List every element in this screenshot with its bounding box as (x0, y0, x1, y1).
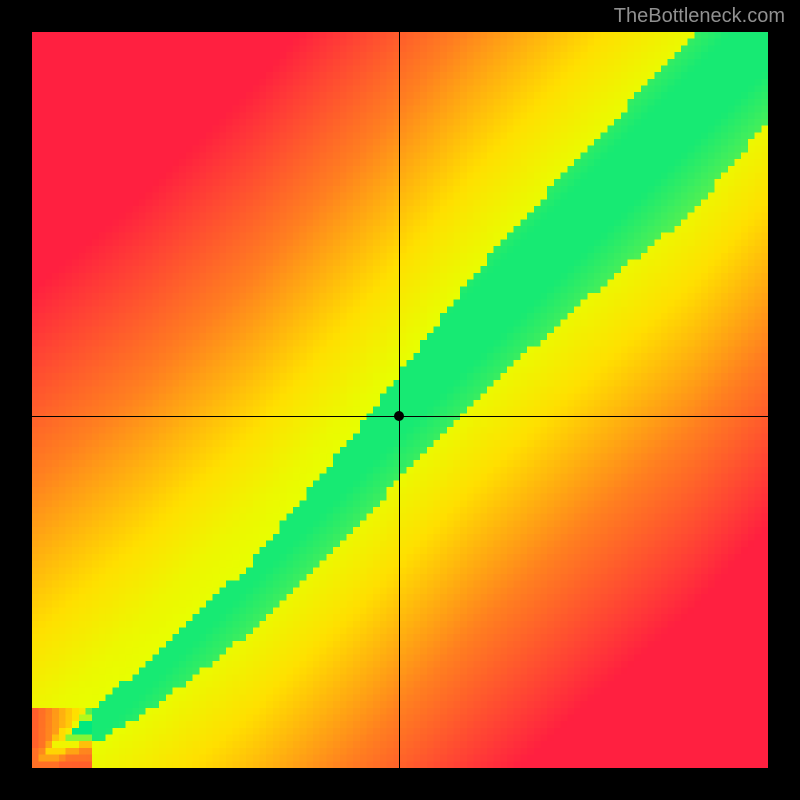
heatmap-canvas (32, 32, 768, 768)
heatmap-chart (32, 32, 768, 768)
crosshair-vertical (399, 32, 400, 768)
marker-point (394, 411, 404, 421)
watermark-text: TheBottleneck.com (614, 5, 785, 28)
